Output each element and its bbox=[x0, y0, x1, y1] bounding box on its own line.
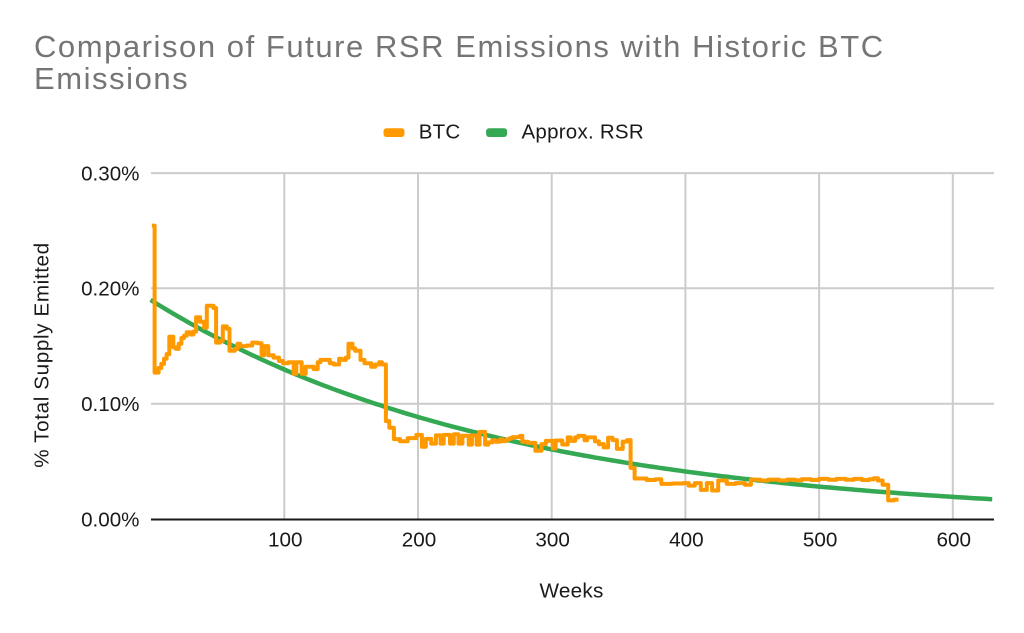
svg-text:100: 100 bbox=[268, 529, 303, 552]
svg-text:Comparison of Future RSR Emiss: Comparison of Future RSR Emissions with … bbox=[34, 29, 885, 64]
svg-text:BTC: BTC bbox=[419, 120, 461, 143]
svg-text:Weeks: Weeks bbox=[539, 579, 603, 602]
svg-text:Emissions: Emissions bbox=[34, 61, 189, 96]
svg-text:0.10%: 0.10% bbox=[81, 393, 139, 416]
svg-text:% Total Supply Emitted: % Total Supply Emitted bbox=[30, 242, 53, 468]
svg-text:0.30%: 0.30% bbox=[81, 163, 139, 186]
svg-text:Approx. RSR: Approx. RSR bbox=[522, 120, 644, 143]
svg-text:400: 400 bbox=[669, 529, 704, 552]
svg-text:200: 200 bbox=[402, 529, 437, 552]
svg-text:0.00%: 0.00% bbox=[81, 508, 139, 531]
svg-text:300: 300 bbox=[535, 529, 570, 552]
svg-text:0.20%: 0.20% bbox=[81, 278, 139, 301]
svg-text:500: 500 bbox=[803, 529, 838, 552]
svg-text:600: 600 bbox=[937, 529, 972, 552]
